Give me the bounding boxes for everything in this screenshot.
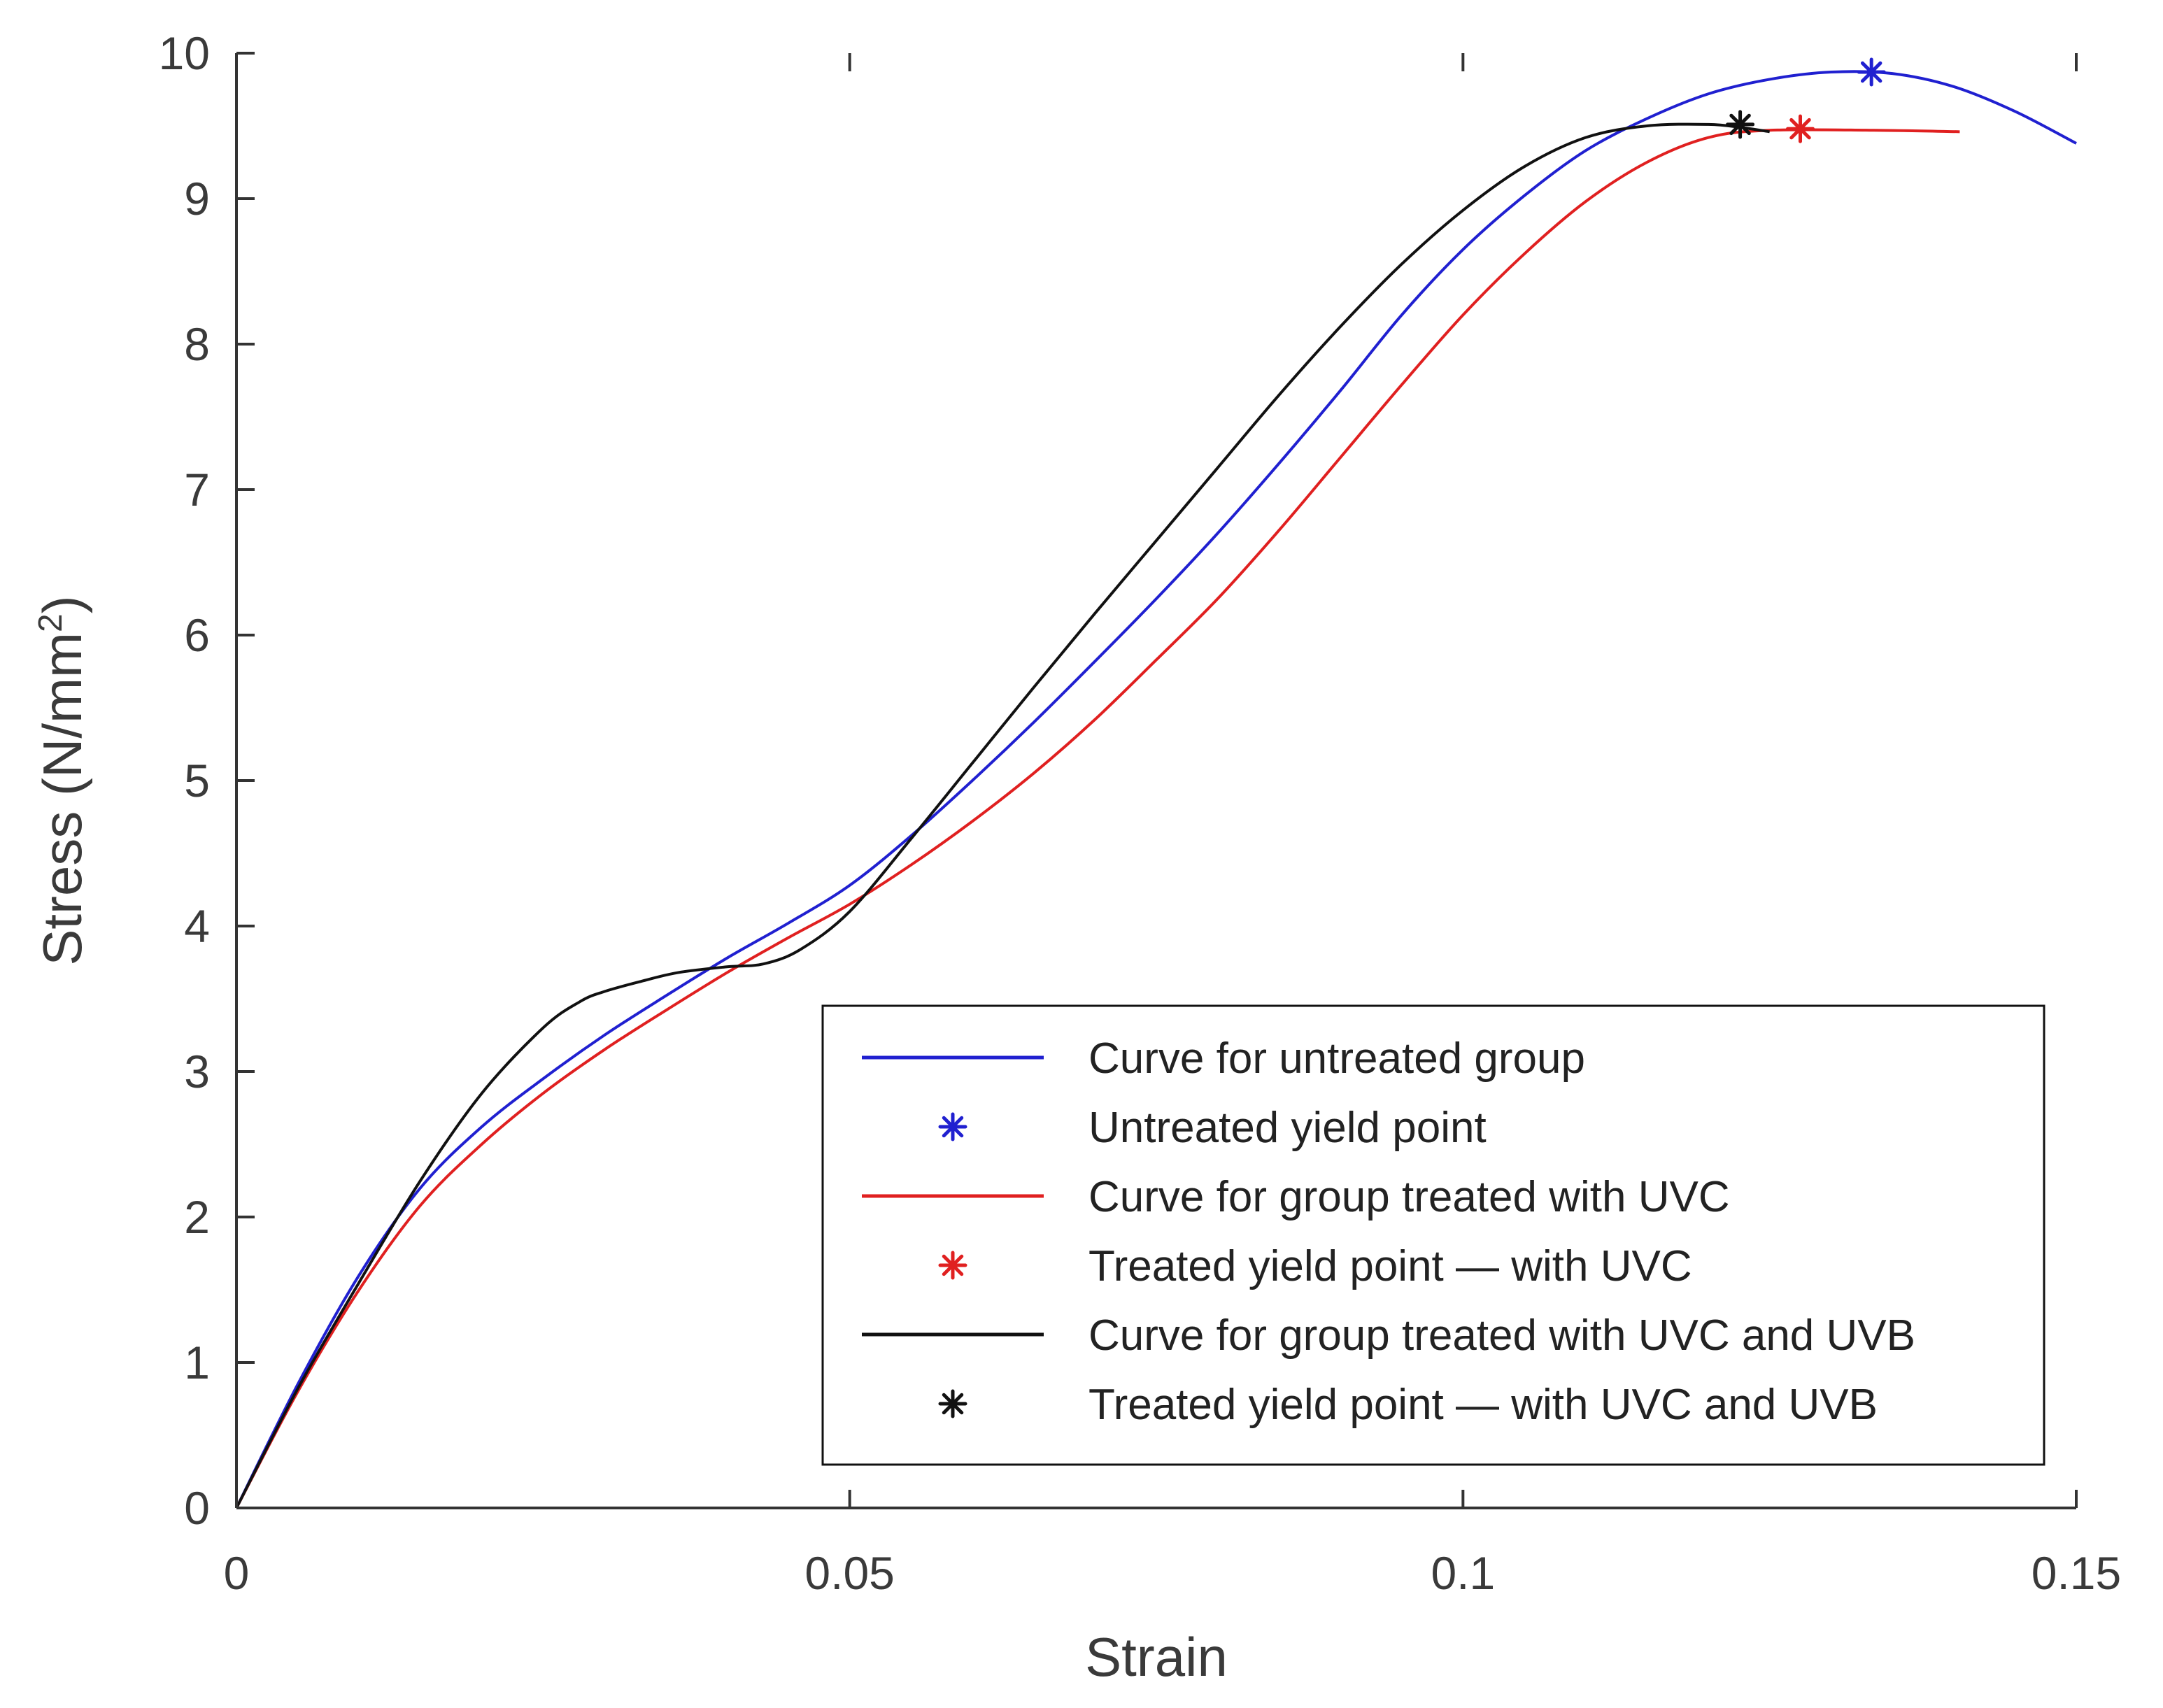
- y-tick-label: 3: [184, 1046, 210, 1097]
- y-tick-label: 5: [184, 755, 210, 806]
- legend-label: Curve for group treated with UVC and UVB: [1088, 1311, 1915, 1360]
- legend-label: Curve for untreated group: [1088, 1034, 1585, 1083]
- y-ticks-group: 0 1 2 3 4 5 6 7 8 9 10: [159, 27, 255, 1534]
- yield-marker-treated-yield-point-with-uvc-and-uvb-stroke: [1729, 113, 1751, 136]
- y-axis-label: Stress (N/mm2): [31, 595, 93, 965]
- legend-marker-swatch: [938, 1112, 967, 1141]
- y-tick-label: 1: [184, 1337, 210, 1388]
- y-tick-label: 8: [184, 318, 210, 370]
- y-tick-label: 0: [184, 1482, 210, 1534]
- yield-marker-untreated-yield-point-stroke: [1860, 61, 1882, 83]
- series-line-curve-for-untreated-group: [235, 70, 2077, 1509]
- legend-marker-swatch-stroke: [942, 1254, 964, 1276]
- x-tick-label: 0: [224, 1547, 250, 1599]
- x-ticks-group: 0 0.05 0.1 0.15: [224, 53, 2121, 1599]
- x-tick-label: 0.1: [1431, 1547, 1495, 1599]
- yield-marker-treated-yield-point-with-uvc-stroke: [1789, 118, 1811, 140]
- legend: Curve for untreated group Untreated yield…: [821, 1004, 2045, 1466]
- y-tick-label: 2: [184, 1191, 210, 1243]
- y-tick-label: 10: [159, 27, 210, 79]
- legend-label: Treated yield point — with UVC: [1088, 1242, 1692, 1290]
- y-axis-label-main: Stress (N/mm: [31, 632, 93, 966]
- series-line-curve-for-group-treated-with-uvc-and-uvb: [235, 122, 1770, 1509]
- legend-label: Untreated yield point: [1088, 1104, 1487, 1152]
- legend-marker-swatch-stroke: [942, 1393, 964, 1415]
- yield-markers-group: [1726, 57, 1886, 143]
- yield-marker-treated-yield-point-with-uvc: [1786, 114, 1815, 143]
- series-group: [235, 70, 2077, 1509]
- yield-marker-untreated-yield-point: [1857, 57, 1886, 87]
- legend-marker-swatch: [938, 1389, 967, 1418]
- legend-marker-swatch-stroke: [942, 1116, 964, 1138]
- x-tick-label: 0.05: [804, 1547, 894, 1599]
- y-axis-label-superscript: 2: [32, 613, 69, 632]
- y-tick-label: 4: [184, 900, 210, 952]
- y-axis-label-close: ): [31, 595, 93, 613]
- series-line-curve-for-group-treated-with-uvc: [235, 128, 1960, 1509]
- x-axis-label: Strain: [1085, 1626, 1228, 1688]
- x-tick-label: 0.15: [2031, 1547, 2121, 1599]
- y-tick-label: 6: [184, 609, 210, 661]
- legend-marker-swatch: [938, 1251, 967, 1280]
- legend-label: Treated yield point — with UVC and UVB: [1088, 1381, 1878, 1429]
- yield-marker-treated-yield-point-with-uvc-and-uvb: [1726, 110, 1755, 139]
- legend-label: Curve for group treated with UVC: [1088, 1173, 1730, 1221]
- y-tick-label: 9: [184, 173, 210, 225]
- y-tick-label: 7: [184, 464, 210, 515]
- legend-box: [821, 1004, 2045, 1466]
